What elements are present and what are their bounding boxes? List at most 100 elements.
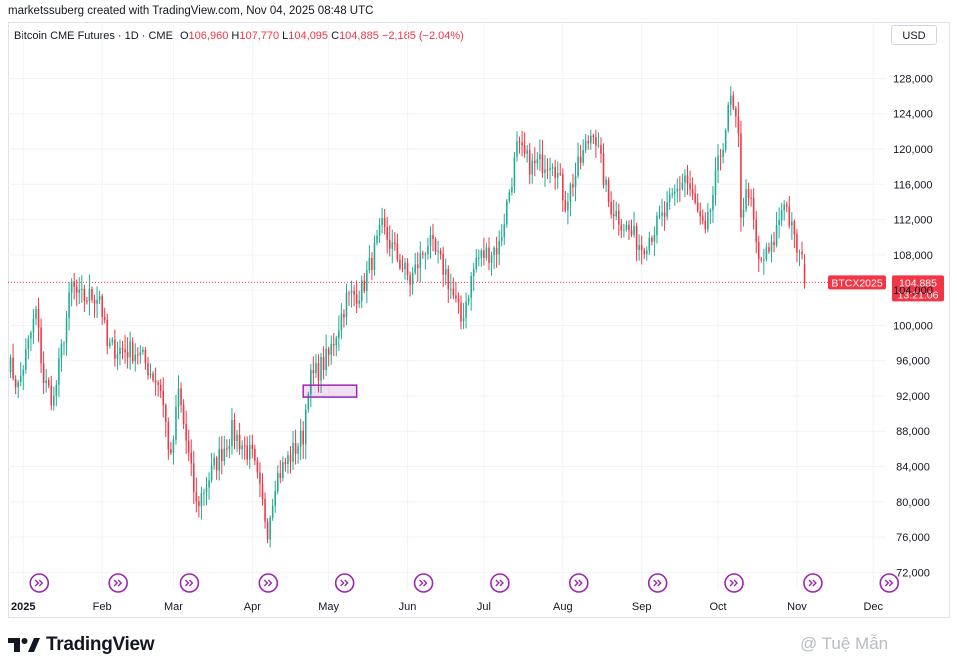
y-tick-label: 112,000 bbox=[894, 215, 933, 227]
candle-body bbox=[691, 189, 694, 194]
event-marker-icon[interactable] bbox=[568, 573, 589, 593]
candle-body bbox=[259, 472, 261, 484]
x-tick-label: 2025 bbox=[11, 601, 35, 613]
y-tick-label: 128,000 bbox=[893, 73, 933, 85]
candle-body bbox=[287, 455, 289, 464]
candle-body bbox=[391, 242, 394, 249]
event-marker-icon[interactable] bbox=[803, 573, 823, 593]
candle-body bbox=[567, 201, 569, 211]
candle-body bbox=[653, 234, 656, 242]
candle-body bbox=[129, 341, 131, 358]
candle-body bbox=[668, 194, 671, 203]
x-tick-label: Dec bbox=[863, 601, 883, 613]
candle-body bbox=[742, 209, 745, 218]
candle-body bbox=[508, 192, 511, 201]
candle-body bbox=[195, 492, 198, 502]
candle-body bbox=[768, 247, 770, 252]
candle-body bbox=[712, 195, 714, 211]
event-marker-icon[interactable] bbox=[647, 573, 668, 593]
candle-body bbox=[144, 349, 147, 364]
candle-body bbox=[335, 338, 338, 346]
event-markers-layer bbox=[29, 573, 900, 593]
candle-body bbox=[292, 442, 294, 462]
candle-body bbox=[673, 191, 676, 194]
legend-change: −2,185 (−2.04%) bbox=[381, 30, 464, 42]
candle-body bbox=[704, 220, 707, 230]
candle-body bbox=[96, 299, 98, 304]
candle-body bbox=[432, 234, 434, 240]
candle-body bbox=[475, 257, 478, 270]
event-marker-icon[interactable] bbox=[490, 573, 510, 593]
candle-body bbox=[544, 169, 546, 173]
candle-body bbox=[589, 135, 592, 143]
candle-body bbox=[27, 338, 30, 350]
event-marker-icon[interactable] bbox=[29, 573, 50, 593]
candle-body bbox=[310, 369, 312, 395]
candle-body bbox=[55, 384, 58, 397]
event-marker-icon[interactable] bbox=[879, 573, 900, 593]
candle-body bbox=[215, 457, 218, 471]
candle-body bbox=[366, 270, 368, 291]
candle-body bbox=[597, 144, 600, 146]
candle-body bbox=[717, 155, 719, 171]
event-marker-icon[interactable] bbox=[724, 573, 744, 593]
candle-body bbox=[666, 202, 668, 217]
event-marker-icon[interactable] bbox=[258, 573, 279, 593]
candle-body bbox=[274, 491, 277, 506]
candle-body bbox=[727, 104, 730, 131]
candle-body bbox=[460, 302, 462, 322]
candle-body bbox=[381, 217, 383, 225]
candle-body bbox=[546, 169, 549, 171]
y-tick-label: 72,000 bbox=[896, 567, 930, 579]
candle-body bbox=[765, 247, 768, 260]
legend-symbol[interactable]: Bitcoin CME Futures · 1D · CME bbox=[14, 30, 173, 42]
candle-body bbox=[276, 473, 279, 492]
candle-body bbox=[231, 419, 233, 446]
candle-body bbox=[68, 292, 70, 319]
x-tick-label: May bbox=[318, 601, 339, 613]
candle-body bbox=[470, 276, 472, 298]
candle-body bbox=[406, 262, 409, 276]
event-marker-icon[interactable] bbox=[413, 573, 434, 593]
candle-body bbox=[747, 189, 750, 198]
candle-body bbox=[452, 288, 455, 296]
candle-body bbox=[434, 239, 437, 252]
highlight-rectangle[interactable] bbox=[302, 384, 358, 398]
candle-body bbox=[424, 254, 427, 256]
candle-body bbox=[409, 275, 411, 285]
candle-body bbox=[648, 237, 651, 251]
event-marker-icon[interactable] bbox=[108, 573, 128, 593]
candle-body bbox=[159, 384, 162, 391]
currency-button[interactable]: USD bbox=[891, 25, 937, 45]
legend-high-label: H bbox=[231, 30, 240, 42]
tradingview-logo[interactable]: TradingView bbox=[8, 634, 155, 656]
candle-body bbox=[340, 313, 343, 331]
candle-body bbox=[187, 440, 190, 453]
legend-high-value: 107,770 bbox=[239, 30, 280, 42]
candle-body bbox=[516, 141, 518, 157]
event-marker-icon[interactable] bbox=[179, 573, 200, 593]
candle-body bbox=[506, 200, 508, 225]
tradingview-logo-icon bbox=[8, 638, 40, 652]
candle-body bbox=[709, 210, 712, 212]
candle-body bbox=[307, 394, 310, 410]
candle-body bbox=[12, 357, 14, 379]
candle-body bbox=[671, 193, 674, 195]
candle-body bbox=[656, 215, 658, 235]
legend-low-value: 104,095 bbox=[288, 30, 329, 42]
candle-body bbox=[694, 193, 696, 203]
candle-body bbox=[32, 318, 35, 333]
chart-header-text: marketssuberg created with TradingView.c… bbox=[8, 5, 374, 17]
candle-body bbox=[121, 347, 124, 350]
candle-body bbox=[348, 292, 350, 294]
candle-body bbox=[266, 521, 269, 540]
candle-body bbox=[297, 446, 299, 454]
candle-body bbox=[722, 149, 724, 157]
candle-body bbox=[251, 444, 254, 449]
candle-body bbox=[233, 419, 236, 441]
event-marker-icon[interactable] bbox=[334, 573, 355, 593]
candle-body bbox=[791, 221, 793, 226]
candle-body bbox=[137, 354, 139, 356]
candle-body bbox=[126, 351, 129, 358]
